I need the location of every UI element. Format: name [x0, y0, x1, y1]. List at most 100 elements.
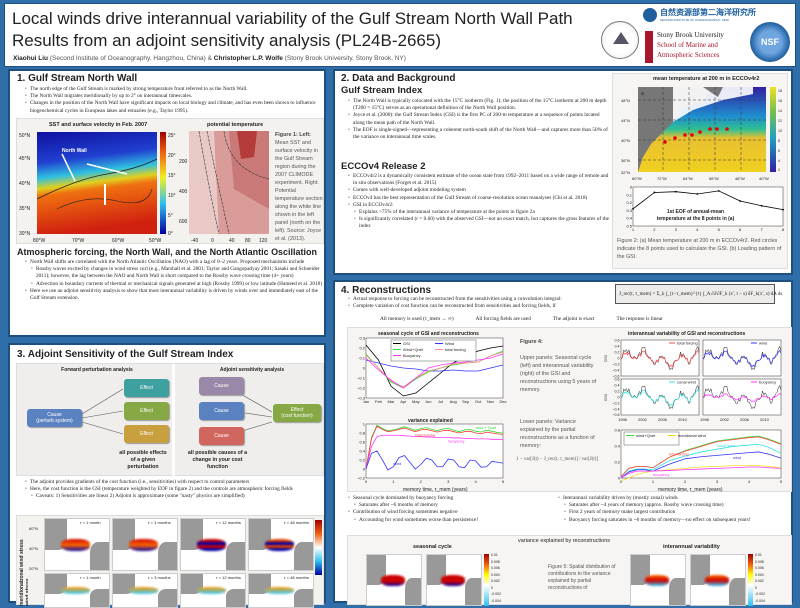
y-tick-label: −0.1 — [357, 376, 366, 381]
plot-area — [365, 423, 504, 479]
data-point — [653, 191, 656, 194]
x-tick-label: 3 — [447, 479, 450, 484]
data-point — [760, 204, 763, 207]
map-thumbnail — [366, 554, 422, 606]
svg-text:18: 18 — [778, 89, 782, 93]
figure-1: SST and surface velocity in Feb. 2007 No… — [16, 118, 324, 244]
svg-text:2006: 2006 — [658, 417, 668, 422]
y-tick-label: −0.3 — [357, 396, 366, 401]
svg-text:25°: 25° — [168, 133, 176, 139]
section-heading: 2. Data and Background — [341, 73, 456, 84]
bullet: GSI in ECCOv4r2: — [347, 202, 609, 209]
svg-text:48°W: 48°W — [735, 176, 745, 181]
colorbar — [160, 132, 166, 234]
stony-brook-logo: Stony Brook University School of Marine … — [645, 29, 745, 65]
map-thumbnail — [426, 554, 482, 606]
ia-y-ticks-bottom: 0.6 0.4 0.2 0 −0.2 −0.4 −0.6 — [612, 378, 619, 418]
bullet: ECCOv4r2 is a dynamically consistent est… — [347, 173, 609, 187]
row-label: zonal wind stress — [19, 539, 25, 581]
lag-label: τ = 48 months — [284, 520, 309, 525]
series-line-wind — [620, 451, 782, 479]
sub-bullet: First 2 years of memory make largest con… — [563, 509, 793, 516]
effect-box: Effect — [124, 425, 169, 443]
figure-3-sensitivity-maps: zonal wind stress meridional wind stress… — [16, 515, 324, 608]
gsi-points — [663, 127, 729, 144]
y-tick-label: 0.3 — [359, 336, 365, 341]
legend-entry: GSI — [403, 341, 410, 346]
variance-map-grid: 0.01 0.008 0.006 0.004 0.002 0 -0.002 -0.004 0.0… — [348, 551, 793, 606]
y-tick-label: 0.5 — [626, 224, 632, 229]
bullet-list: The north edge of the Gulf Stream is mar… — [24, 86, 324, 115]
svg-text:80°W: 80°W — [33, 238, 46, 244]
svg-text:−0.4: −0.4 — [612, 408, 619, 412]
y-tick-label: −0.2 — [357, 386, 366, 391]
north-wall-label: North Wall — [62, 148, 87, 154]
lag-label: τ = 12 months — [216, 575, 241, 580]
forward-note: all possible effects of a given perturba… — [119, 450, 167, 470]
eof-annotation: 1st EOF of annual-mean temperature at th… — [656, 209, 735, 222]
y-tick-label: 0 — [618, 476, 621, 481]
bullet: The adjoint provides gradients of the co… — [24, 479, 324, 486]
svg-text:0: 0 — [618, 357, 620, 361]
svg-text:70°W: 70°W — [72, 238, 85, 244]
series-label: total forcing — [669, 452, 689, 456]
bullet-list: The North Wall is typically colocated wi… — [347, 98, 609, 141]
figure-title: potential temperature — [207, 122, 264, 128]
svg-text:15°: 15° — [168, 173, 176, 179]
chart-title: variance explained — [408, 418, 453, 424]
panel-label: a — [641, 91, 644, 97]
svg-text:−0.6: −0.6 — [612, 413, 619, 417]
svg-text:12: 12 — [778, 119, 782, 123]
author-1: Xiaohui Liu — [13, 55, 49, 62]
figure-2: mean temperature at 200 m in ECCOv4r2 a … — [612, 73, 788, 269]
x-tick-label: Sep — [462, 399, 470, 404]
forward-title: Forward perturbation analysis — [61, 367, 133, 373]
conditions-list: All memory is used (τ_mem → ∞) All forci… — [380, 316, 780, 322]
y-tick-label: 0 — [363, 366, 366, 371]
x-tick-label: 7 — [760, 227, 763, 232]
x-tick-label: 1 — [652, 479, 655, 484]
variance-formula: 1 − var[J(t) − J_rec(t, τ_mem)] / var[J(… — [516, 457, 599, 462]
series-label: buoyancy — [448, 440, 464, 444]
lat-ticks: 50°N 45°N 40°N 35°N 30°N — [19, 133, 31, 237]
svg-text:80°W: 80°W — [632, 176, 642, 181]
affiliation-1: (Second Institute of Oceanography, Hangz… — [49, 55, 212, 62]
adjoint-title: Adjoint sensitivity analysis — [219, 367, 285, 373]
x-tick-label: 5 — [502, 479, 505, 484]
svg-text:−0.4: −0.4 — [612, 369, 619, 373]
svg-text:2010: 2010 — [678, 417, 688, 422]
legend: GSI Wind Wind+Qnet total forcing Buoyancy — [390, 339, 477, 362]
svg-text:120: 120 — [259, 238, 268, 244]
bullet: Interannual variability driven by (mostl… — [557, 495, 793, 502]
lat-tick: 20°N — [29, 566, 38, 571]
data-point — [696, 193, 699, 195]
svg-text:10°: 10° — [168, 193, 176, 199]
x-tick-label: 1 — [632, 227, 635, 232]
condition: The response is linear — [616, 316, 663, 322]
x-tick-label: 0 — [365, 479, 368, 484]
series-label: total forcing — [415, 434, 435, 438]
x-tick-label: Feb — [375, 399, 383, 404]
y-tick-label: 0 — [630, 185, 633, 190]
university-seal-logo — [601, 21, 639, 59]
lag-label: τ = 48 months — [284, 575, 309, 580]
svg-text:2002: 2002 — [638, 417, 648, 422]
mean-temperature-map: a 48°N 44°N 40°N 36°N 32°N 80°W 72°W 64°W 56°W 4… — [621, 87, 782, 181]
bullet: North Wall shifts are correlated with th… — [24, 259, 324, 266]
data-point — [782, 208, 784, 211]
figure-4-caption-lower: Lower panels: Variance explained by the … — [520, 419, 595, 449]
lat-tick: 60°N — [29, 526, 38, 531]
series-line-wind — [365, 359, 504, 372]
y-tick-label: 0.6 — [614, 428, 620, 433]
legend-entry: wind+Qnet — [636, 433, 656, 438]
legend-entry: Wind+Qnet — [403, 347, 424, 352]
panel-legend: total forcing — [677, 341, 698, 346]
bullet: ECCOv4 has the best representation of th… — [347, 195, 609, 202]
y-tick-label: 0.2 — [359, 458, 365, 463]
lon-ticks: 80°W 70°W 60°W 50°W — [33, 238, 162, 244]
colorbar-ticks: 25° 20° 15° 10° 5° 0° — [168, 133, 176, 237]
chart-title: interannual variability of GSI and recon… — [628, 331, 745, 337]
colorbar — [315, 520, 322, 575]
lag-label: τ = 1 month — [80, 520, 101, 525]
